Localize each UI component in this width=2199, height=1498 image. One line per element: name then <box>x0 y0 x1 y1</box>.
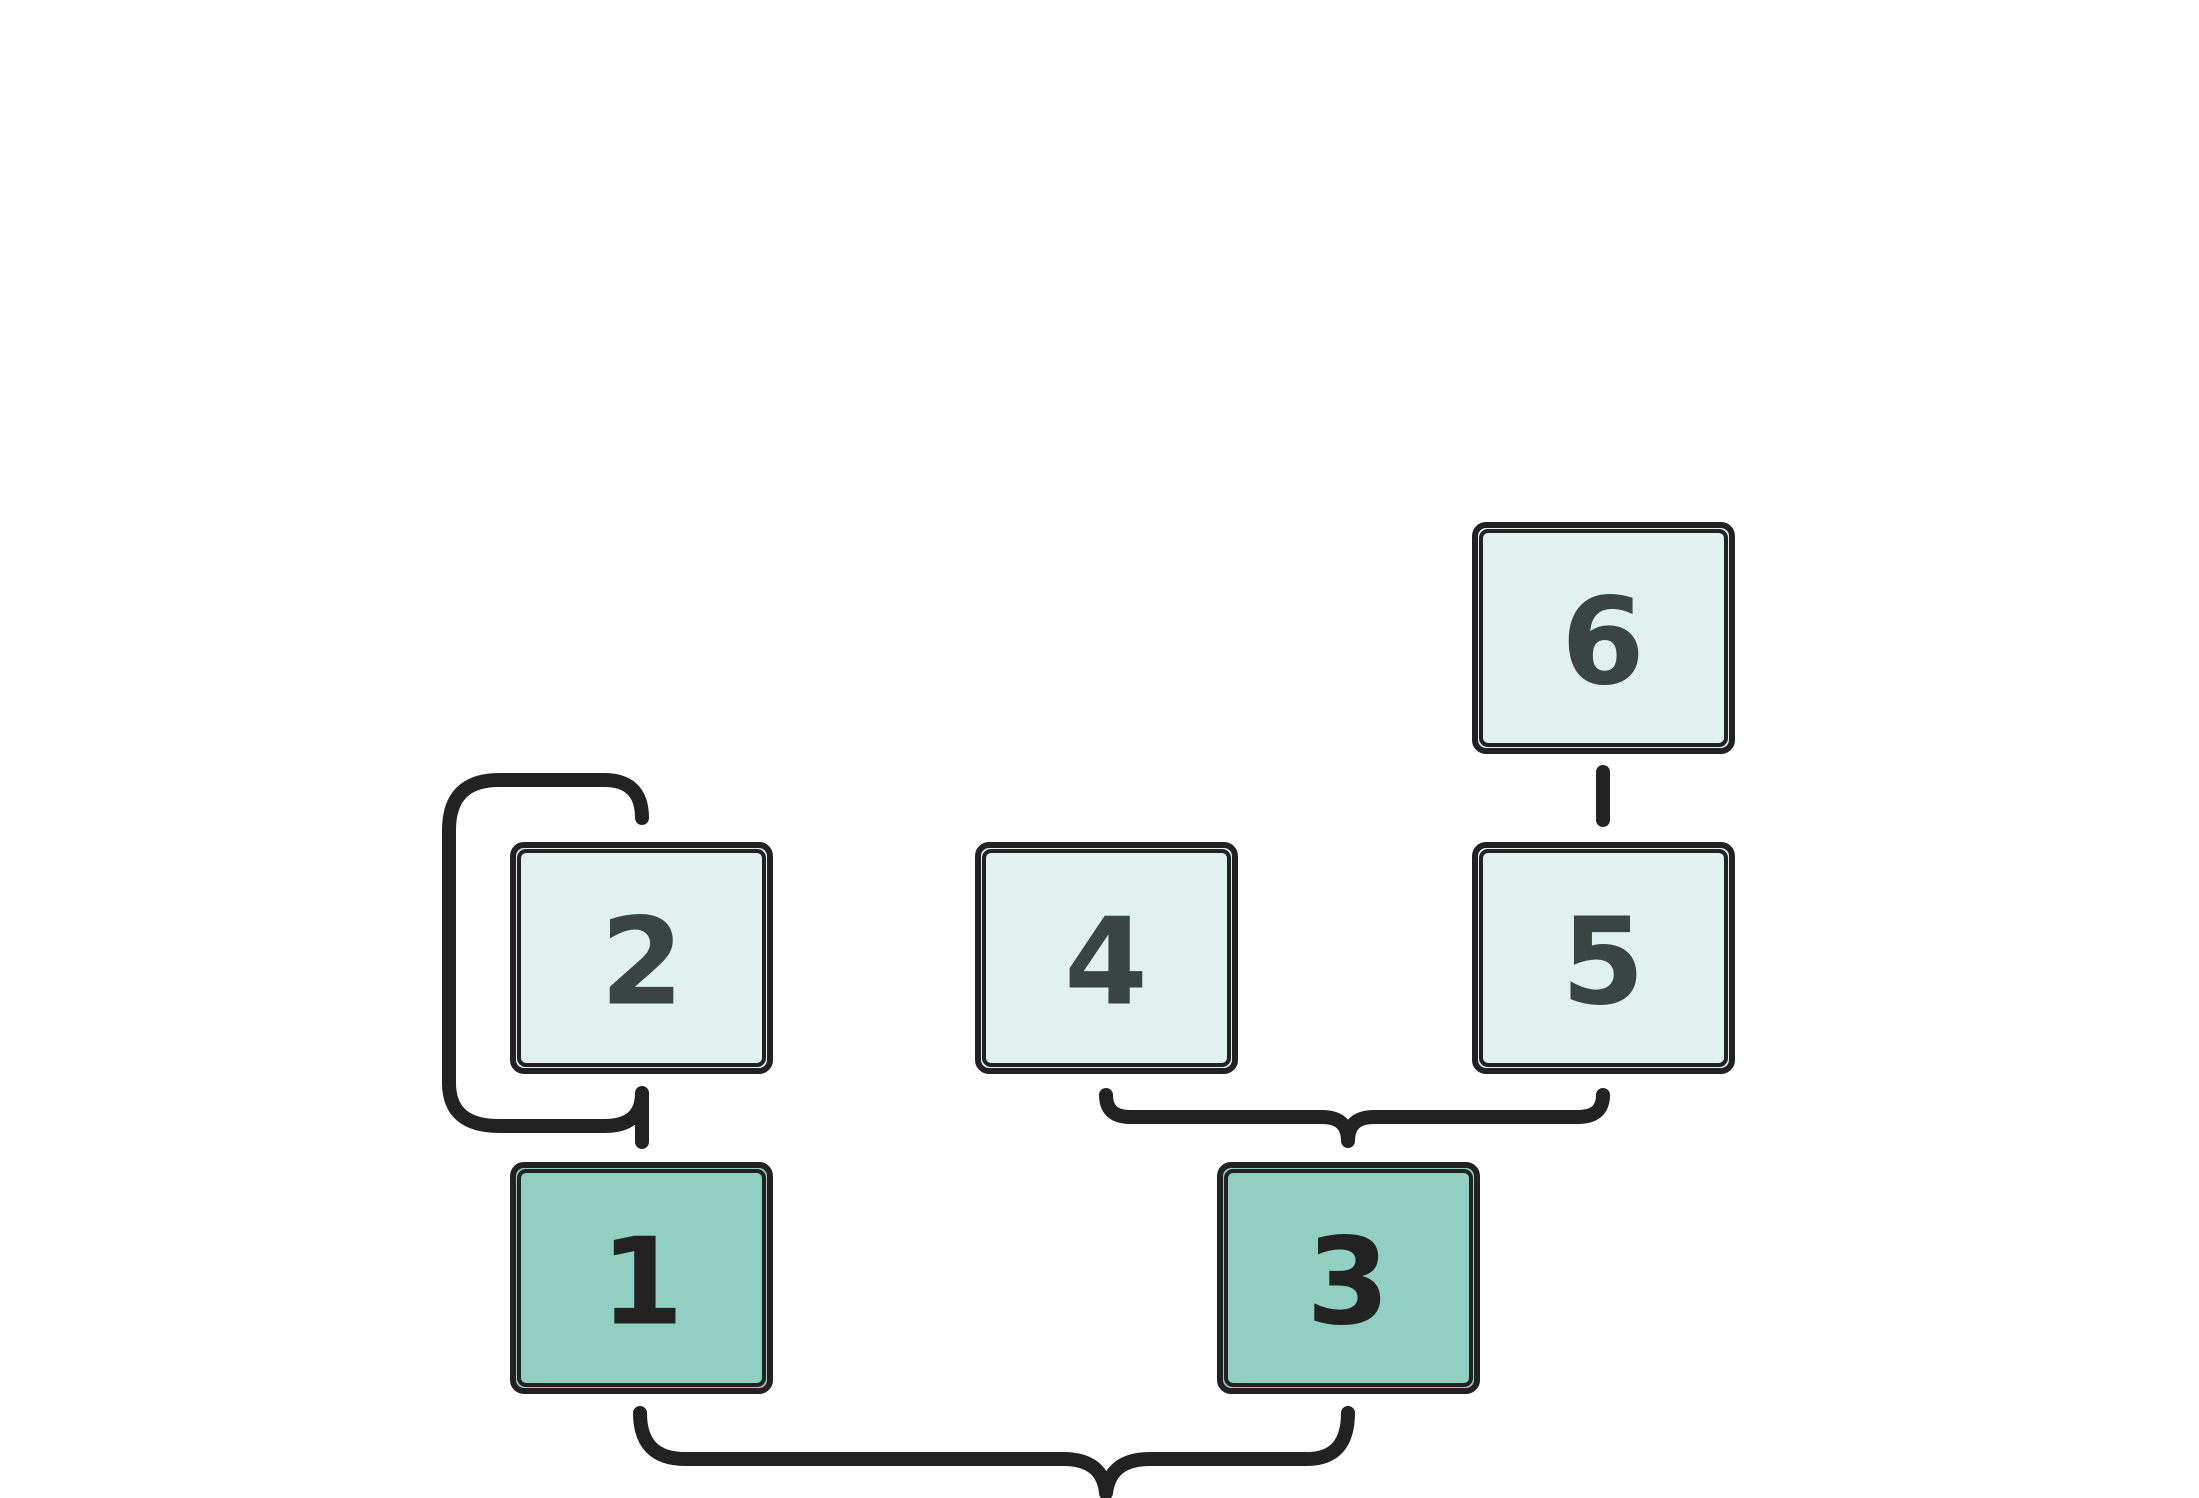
node-5-label: 5 <box>1561 894 1645 1033</box>
node-2-label: 2 <box>600 894 684 1033</box>
node-6-box <box>1472 522 1735 754</box>
connectors <box>442 765 1610 1498</box>
node-2-box <box>510 842 773 1074</box>
node-2: 2 <box>510 842 773 1074</box>
node-1-inner-border <box>517 1169 766 1387</box>
node-6-label: 6 <box>1561 574 1645 713</box>
bottom-brace-connector <box>633 1406 1355 1498</box>
node-3-box <box>1217 1162 1480 1394</box>
node-6-inner-border <box>1479 529 1728 747</box>
node-4-inner-border <box>982 849 1231 1067</box>
node-4-label: 4 <box>1064 894 1148 1033</box>
node-5-box <box>1472 842 1735 1074</box>
node-6: 6 <box>1472 522 1735 754</box>
node-4-box <box>975 842 1238 1074</box>
node-2-inner-border <box>517 849 766 1067</box>
node-3: 3 <box>1217 1162 1480 1394</box>
node-5-inner-border <box>1479 849 1728 1067</box>
node-1-box <box>510 1162 773 1394</box>
node-3-inner-border <box>1224 1169 1473 1387</box>
node-4: 4 <box>975 842 1238 1074</box>
loop-connector-1-2 <box>442 773 649 1149</box>
node-1: 1 <box>510 1162 773 1394</box>
node-3-label: 3 <box>1306 1214 1390 1353</box>
node-5: 5 <box>1472 842 1735 1074</box>
middle-brace-connector <box>1099 1088 1610 1148</box>
node-1-label: 1 <box>600 1214 684 1353</box>
